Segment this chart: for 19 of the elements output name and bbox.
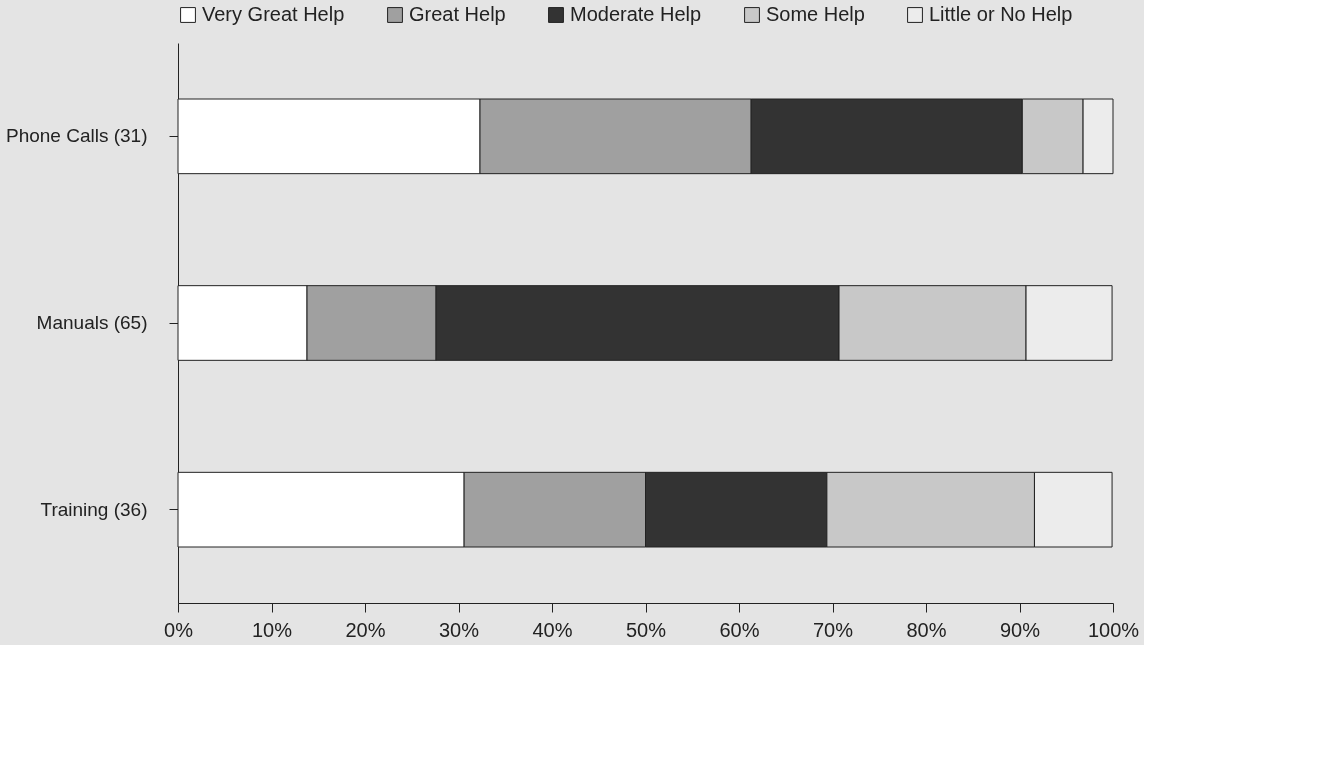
legend-label: Very Great Help bbox=[202, 3, 345, 25]
legend-label: Great Help bbox=[409, 3, 506, 25]
x-tick-label: 80% bbox=[906, 618, 947, 641]
x-tick-label: 10% bbox=[251, 618, 293, 641]
x-tick-label: 40% bbox=[532, 618, 573, 641]
x-tick-label: 100% bbox=[1087, 618, 1140, 641]
legend-label: Moderate Help bbox=[570, 3, 702, 25]
y-tick-label: Manuals (65) bbox=[36, 312, 148, 333]
y-tick-label: Training (36) bbox=[40, 498, 148, 520]
legend-label: Little or No Help bbox=[929, 3, 1073, 25]
x-tick-label: 70% bbox=[812, 618, 854, 641]
x-tick-label: 90% bbox=[999, 618, 1041, 641]
y-tick-label: Phone Calls (31) bbox=[5, 125, 148, 147]
x-tick-label: 60% bbox=[719, 618, 760, 641]
legend-label: Some Help bbox=[766, 3, 865, 25]
x-tick-label: 50% bbox=[625, 618, 667, 641]
x-tick-label: 0% bbox=[164, 618, 194, 641]
x-tick-label: 30% bbox=[438, 618, 480, 641]
x-tick-label: 20% bbox=[345, 618, 386, 641]
